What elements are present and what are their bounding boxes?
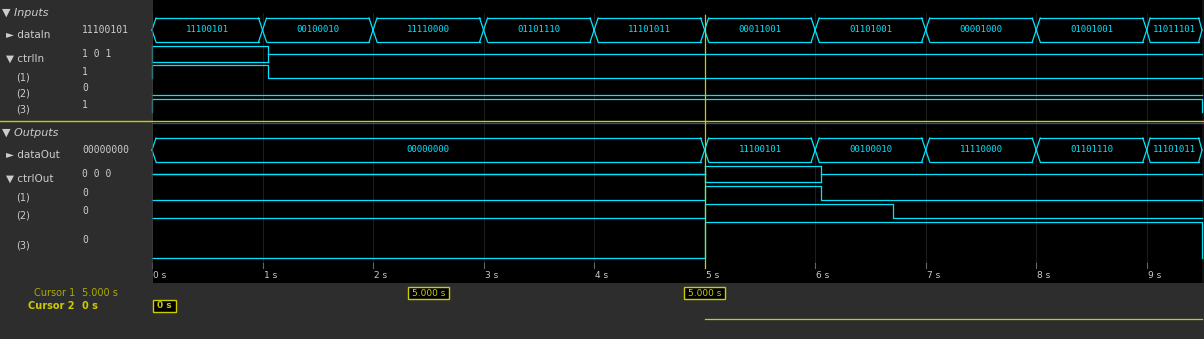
Text: (1): (1) xyxy=(16,72,30,82)
Text: 5 s: 5 s xyxy=(706,271,719,280)
Text: 11011101: 11011101 xyxy=(1153,25,1196,35)
FancyBboxPatch shape xyxy=(153,300,176,312)
Bar xyxy=(0,0,152,339)
Text: (3): (3) xyxy=(16,105,30,115)
Text: (2): (2) xyxy=(16,88,30,98)
Text: 11100101: 11100101 xyxy=(82,25,129,35)
Text: 0: 0 xyxy=(82,206,88,216)
Text: ▼ Inputs: ▼ Inputs xyxy=(2,8,48,18)
Text: 11110000: 11110000 xyxy=(407,25,450,35)
Text: 1 s: 1 s xyxy=(264,271,277,280)
Text: 9 s: 9 s xyxy=(1147,271,1161,280)
Text: 00000000: 00000000 xyxy=(82,145,129,155)
Text: ► dataOut: ► dataOut xyxy=(6,150,60,160)
Text: 2 s: 2 s xyxy=(374,271,388,280)
Text: 7 s: 7 s xyxy=(927,271,940,280)
Text: 3 s: 3 s xyxy=(484,271,497,280)
Text: Cursor 2: Cursor 2 xyxy=(29,301,75,311)
Bar xyxy=(0,283,1204,339)
Text: 1: 1 xyxy=(82,100,88,110)
Text: 00000000: 00000000 xyxy=(407,145,450,155)
Text: 1: 1 xyxy=(82,67,88,77)
Text: 0: 0 xyxy=(82,83,88,93)
Text: 0 s: 0 s xyxy=(157,301,171,311)
Text: 00011001: 00011001 xyxy=(738,25,781,35)
Text: 01001001: 01001001 xyxy=(1070,25,1112,35)
Text: 0 0 0: 0 0 0 xyxy=(82,169,112,179)
Text: 11100101: 11100101 xyxy=(738,145,781,155)
FancyBboxPatch shape xyxy=(684,287,725,299)
Text: 0 s: 0 s xyxy=(82,301,98,311)
Text: 11100101: 11100101 xyxy=(185,25,229,35)
Text: 01101110: 01101110 xyxy=(518,25,560,35)
Text: 4 s: 4 s xyxy=(595,271,608,280)
Text: 0 s: 0 s xyxy=(153,271,166,280)
Text: Cursor 1: Cursor 1 xyxy=(34,288,75,298)
Text: 5.000 s: 5.000 s xyxy=(687,288,721,298)
Text: 00001000: 00001000 xyxy=(960,25,1003,35)
Text: 6 s: 6 s xyxy=(816,271,830,280)
Bar xyxy=(152,0,1202,339)
Text: 5.000 s: 5.000 s xyxy=(82,288,118,298)
Text: ▼ Outputs: ▼ Outputs xyxy=(2,128,58,138)
Text: (2): (2) xyxy=(16,211,30,221)
Text: 8 s: 8 s xyxy=(1037,271,1050,280)
Text: 1 0 1: 1 0 1 xyxy=(82,49,112,59)
Text: 11101011: 11101011 xyxy=(1153,145,1196,155)
Text: 01101001: 01101001 xyxy=(849,25,892,35)
Text: 5.000 s: 5.000 s xyxy=(412,288,445,298)
Text: 00100010: 00100010 xyxy=(296,25,340,35)
Text: 00100010: 00100010 xyxy=(849,145,892,155)
Text: (1): (1) xyxy=(16,193,30,203)
Text: ▼ ctrlIn: ▼ ctrlIn xyxy=(6,54,45,64)
Text: 0: 0 xyxy=(82,235,88,245)
Text: 0: 0 xyxy=(82,188,88,198)
Text: 01101110: 01101110 xyxy=(1070,145,1112,155)
Text: 11110000: 11110000 xyxy=(960,145,1003,155)
Text: (3): (3) xyxy=(16,240,30,250)
Text: ► dataIn: ► dataIn xyxy=(6,30,51,40)
FancyBboxPatch shape xyxy=(408,287,449,299)
Text: 11101011: 11101011 xyxy=(627,25,671,35)
Text: ▼ ctrlOut: ▼ ctrlOut xyxy=(6,174,53,184)
